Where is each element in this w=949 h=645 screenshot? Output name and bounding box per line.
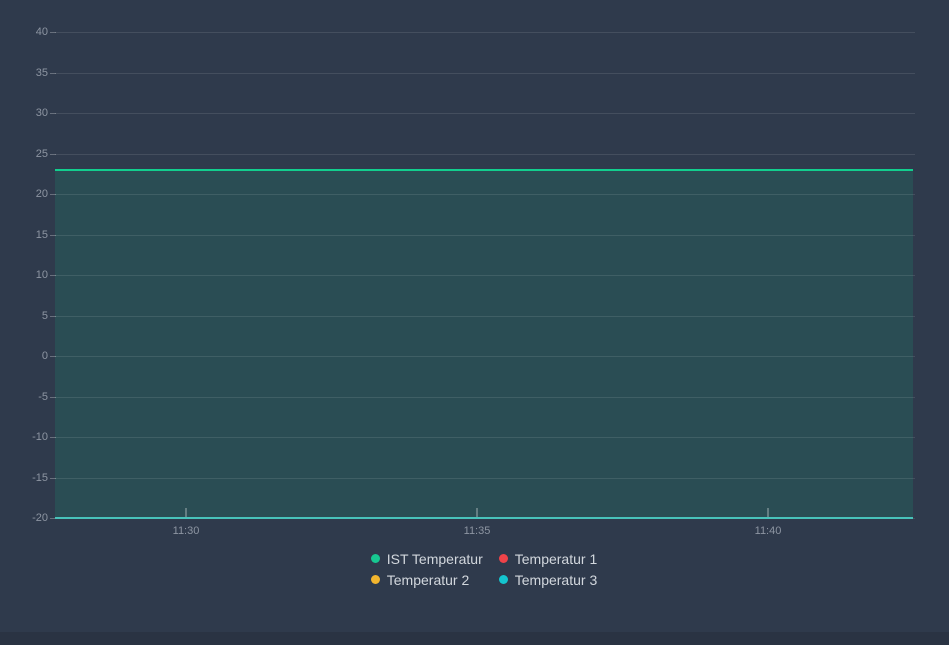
- legend-label: Temperatur 3: [514, 571, 598, 588]
- y-gridline: [55, 397, 915, 398]
- x-axis-tick: [185, 508, 187, 518]
- y-axis-tick: [50, 235, 56, 236]
- y-axis-tick: [50, 194, 56, 195]
- legend-color-dot-icon: [370, 575, 380, 584]
- legend-item-ist-temperatur[interactable]: IST Temperatur: [370, 549, 483, 568]
- x-axis-tick: [767, 508, 769, 518]
- x-axis-label: 11:35: [463, 525, 491, 537]
- y-gridline: [55, 154, 915, 155]
- y-gridline: [55, 275, 915, 276]
- y-gridline: [55, 113, 915, 114]
- legend-color-dot-icon: [498, 575, 508, 584]
- y-axis-label: 25: [35, 148, 48, 160]
- y-axis-tick: [50, 518, 56, 519]
- y-axis-label: 35: [35, 67, 48, 79]
- series-line-ist-temperatur[interactable]: [55, 169, 913, 171]
- x-axis-tick: [476, 508, 478, 518]
- legend-label: Temperatur 2: [386, 571, 470, 588]
- y-axis-label: 10: [35, 269, 48, 281]
- y-axis-tick: [50, 73, 56, 74]
- legend-label: IST Temperatur: [386, 550, 483, 567]
- series-area-fill: [55, 171, 913, 518]
- series-line-temperatur-3[interactable]: [55, 517, 913, 519]
- y-axis-tick: [50, 113, 56, 114]
- bottom-window-edge: [0, 632, 949, 645]
- y-axis-label: -10: [32, 431, 48, 443]
- y-axis-label: 0: [41, 350, 48, 362]
- y-gridline: [55, 235, 915, 236]
- y-axis-tick: [50, 356, 56, 357]
- y-axis-label: -15: [32, 472, 48, 484]
- y-axis-label: 5: [41, 310, 48, 322]
- chart-legend: IST Temperatur Temperatur 1 Temperatur 2 Te…: [55, 549, 913, 589]
- legend-color-dot-icon: [498, 554, 508, 563]
- y-axis-label: -5: [38, 391, 48, 403]
- y-gridline: [55, 478, 915, 479]
- y-axis-tick: [50, 397, 56, 398]
- y-axis-label: 40: [35, 26, 48, 38]
- legend-item-temperatur-2[interactable]: Temperatur 2: [370, 570, 483, 589]
- y-gridline: [55, 194, 915, 195]
- y-axis-label: 20: [35, 188, 48, 200]
- y-axis-tick: [50, 316, 56, 317]
- y-axis-label: -20: [32, 512, 48, 524]
- legend-label: Temperatur 1: [514, 550, 598, 567]
- y-axis-tick: [50, 154, 56, 155]
- y-gridline: [55, 356, 915, 357]
- y-axis-label: 30: [35, 107, 48, 119]
- x-axis-label: 11:30: [172, 525, 200, 537]
- y-axis-tick: [50, 275, 56, 276]
- y-gridline: [55, 437, 915, 438]
- legend-item-temperatur-1[interactable]: Temperatur 1: [498, 549, 598, 568]
- y-axis-tick: [50, 478, 56, 479]
- legend-color-dot-icon: [370, 554, 380, 563]
- y-axis-tick: [50, 32, 56, 33]
- y-axis-label: 15: [35, 229, 48, 241]
- y-gridline: [55, 32, 915, 33]
- legend-item-temperatur-3[interactable]: Temperatur 3: [498, 570, 598, 589]
- y-gridline: [55, 316, 915, 317]
- y-gridline: [55, 73, 915, 74]
- y-axis-tick: [50, 437, 56, 438]
- x-axis-label: 11:40: [754, 525, 782, 537]
